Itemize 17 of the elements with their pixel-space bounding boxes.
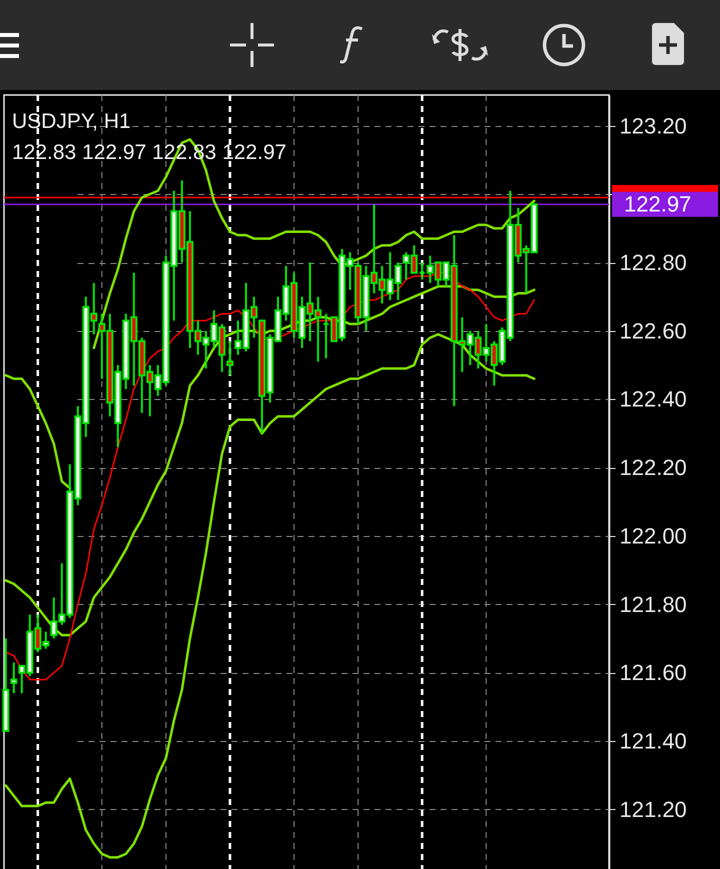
- y-tick-label: 121.80: [620, 592, 687, 617]
- y-tick-label: 123.20: [620, 113, 687, 138]
- candlestick: [226, 340, 234, 376]
- y-tick-label: 122.60: [620, 318, 687, 344]
- candlestick: [10, 661, 18, 694]
- y-tick-label: 122.40: [620, 386, 687, 412]
- text: USDJPY, H1: [12, 110, 131, 133]
- y-tick-label: 122.80: [620, 250, 687, 276]
- y-tick-label: 121.20: [620, 796, 687, 822]
- ref-line-label: 122.97: [624, 191, 692, 216]
- candlestick: [418, 262, 426, 281]
- y-tick-label: 122.00: [620, 523, 687, 548]
- line-series: [4, 333, 536, 859]
- y-tick-label: 121.60: [620, 660, 687, 686]
- y-tick-label: 121.40: [620, 728, 687, 754]
- y-tick-label: 122.20: [620, 455, 687, 480]
- candlestick: [322, 312, 330, 360]
